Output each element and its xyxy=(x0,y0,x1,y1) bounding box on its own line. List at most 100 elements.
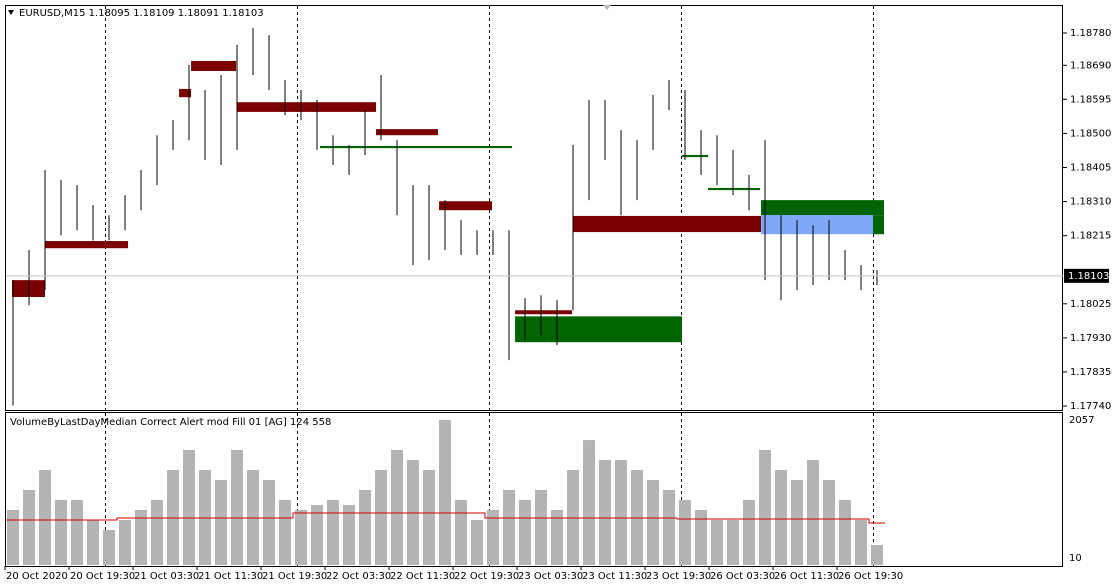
indicator-tick-label: 2057 xyxy=(1069,415,1094,426)
volume-bar xyxy=(231,450,243,565)
zone xyxy=(237,102,377,112)
volume-bar xyxy=(807,460,819,565)
y-tick-label: 1.18780 xyxy=(1070,28,1111,39)
volume-bar xyxy=(871,544,883,565)
zone xyxy=(873,215,885,235)
volume-bar xyxy=(599,460,611,565)
zone xyxy=(320,145,513,149)
y-tick-label: 1.17740 xyxy=(1070,401,1111,412)
volume-bar xyxy=(775,470,787,565)
volume-bar xyxy=(487,510,499,565)
volume-bar xyxy=(695,510,707,565)
zone xyxy=(45,241,129,249)
last-price-box xyxy=(1064,268,1109,283)
volume-bar xyxy=(263,480,275,565)
chart-title: EURUSD,M15 1.18095 1.18109 1.18091 1.181… xyxy=(19,8,264,19)
volume-bar xyxy=(327,500,339,565)
zone xyxy=(573,215,762,233)
volume-bar xyxy=(647,480,659,565)
x-tick-label: 22 Oct 03:30 xyxy=(326,571,391,582)
y-tick-label: 1.17930 xyxy=(1070,333,1111,344)
volume-bar xyxy=(583,440,595,565)
zone xyxy=(515,316,682,343)
volume-bar xyxy=(215,480,227,565)
volume-bar xyxy=(247,470,259,565)
zone xyxy=(761,200,885,216)
x-tick-label: 26 Oct 11:30 xyxy=(774,571,839,582)
volume-bar xyxy=(359,489,371,565)
volume-bar xyxy=(135,510,147,565)
zone xyxy=(439,201,493,211)
volume-bar xyxy=(183,450,195,565)
y-tick-label: 1.18500 xyxy=(1070,128,1111,139)
zone xyxy=(708,187,761,191)
y-tick-label: 1.17835 xyxy=(1070,367,1111,378)
x-tick-label: 22 Oct 19:30 xyxy=(454,571,519,582)
zone xyxy=(515,310,573,315)
volume-bar xyxy=(535,489,547,565)
indicator-tick-label: 10 xyxy=(1069,553,1082,564)
x-tick-label: 23 Oct 11:30 xyxy=(582,571,647,582)
volume-bar xyxy=(439,420,451,565)
volume-bar xyxy=(279,500,291,565)
x-tick-label: 23 Oct 19:30 xyxy=(646,571,711,582)
volume-bar xyxy=(615,460,627,565)
x-tick-label: 21 Oct 03:30 xyxy=(134,571,199,582)
x-tick-label: 21 Oct 19:30 xyxy=(262,571,327,582)
indicator-label: VolumeByLastDayMedian Correct Alert mod … xyxy=(10,417,331,428)
volume-bar xyxy=(7,510,19,565)
volume-bar xyxy=(311,505,323,565)
x-tick-label: 21 Oct 11:30 xyxy=(198,571,263,582)
x-tick-label: 20 Oct 19:30 xyxy=(70,571,135,582)
volume-bar xyxy=(23,489,35,565)
volume-bar xyxy=(823,480,835,565)
volume-bar xyxy=(423,470,435,565)
x-tick-label: 20 Oct 2020 xyxy=(6,571,68,582)
volume-bar xyxy=(791,480,803,565)
y-tick-label: 1.18405 xyxy=(1070,163,1111,174)
x-tick-label: 23 Oct 03:30 xyxy=(518,571,583,582)
volume-bar xyxy=(711,519,723,565)
volume-bar xyxy=(855,519,867,565)
volume-bar xyxy=(727,519,739,565)
zone xyxy=(376,129,438,136)
volume-bar xyxy=(455,500,467,565)
y-tick-label: 1.18215 xyxy=(1070,231,1111,242)
volume-bar xyxy=(167,470,179,565)
volume-bar xyxy=(39,470,51,565)
volume-bar xyxy=(391,450,403,565)
menu-arrow[interactable] xyxy=(8,10,14,15)
y-tick-label: 1.18310 xyxy=(1070,197,1111,208)
median-line xyxy=(5,512,885,524)
volume-bar xyxy=(503,489,515,565)
volume-bar xyxy=(551,510,563,565)
zone xyxy=(681,154,709,158)
indicator-panel xyxy=(5,412,1063,567)
volume-bar xyxy=(631,470,643,565)
y-tick-label: 1.18595 xyxy=(1070,94,1111,105)
volume-bar xyxy=(519,500,531,565)
zone xyxy=(761,215,873,235)
zone xyxy=(191,60,237,72)
volume-bar xyxy=(103,530,115,565)
volume-bar xyxy=(295,510,307,565)
volume-bar xyxy=(151,500,163,565)
volume-bar xyxy=(471,519,483,565)
volume-bar xyxy=(119,519,131,565)
volume-bar xyxy=(55,500,67,565)
scroll-marker xyxy=(603,5,611,10)
volume-bar xyxy=(71,500,83,565)
volume-bar xyxy=(663,489,675,565)
volume-bar xyxy=(199,470,211,565)
volume-bar xyxy=(759,450,771,565)
price-panel xyxy=(5,5,1063,411)
volume-bar xyxy=(743,500,755,565)
x-tick-label: 26 Oct 19:30 xyxy=(838,571,903,582)
volume-bar xyxy=(567,470,579,565)
zone xyxy=(179,88,192,98)
volume-bar xyxy=(375,470,387,565)
x-tick-label: 26 Oct 03:30 xyxy=(710,571,775,582)
volume-bar xyxy=(343,505,355,565)
